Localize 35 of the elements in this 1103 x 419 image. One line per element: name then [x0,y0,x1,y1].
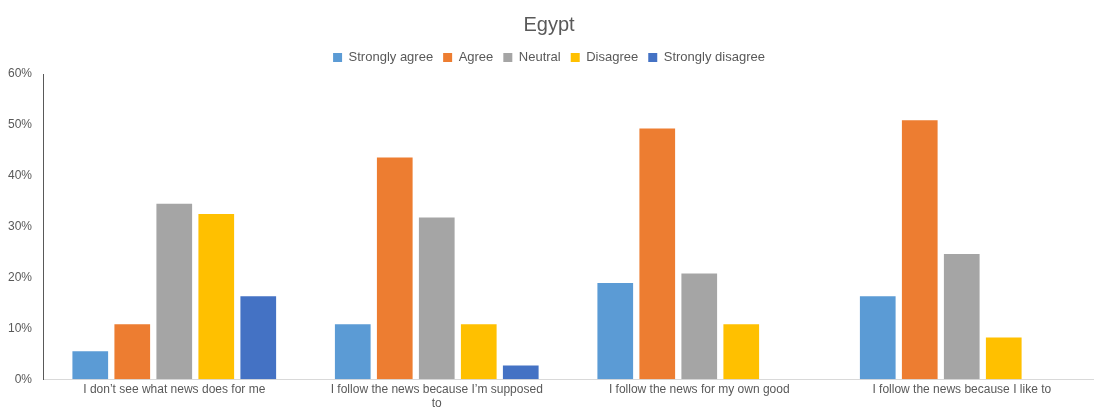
y-tick-label: 40% [7,168,33,183]
x-tick-label: I follow the news because I’m supposed to [330,381,543,411]
y-tick-label: 50% [7,117,33,132]
bar [198,213,235,380]
bar [502,365,539,380]
bar [901,120,938,380]
bar [597,283,634,380]
y-tick-label: 20% [7,269,33,284]
bar [985,337,1022,380]
bar [240,296,277,380]
bar [376,157,413,380]
bar [723,324,760,380]
bar [418,217,455,380]
bar [334,324,371,380]
bar [639,128,676,380]
bar [114,324,151,380]
x-tick-label: I don’t see what news does for me [83,381,266,396]
bar [156,203,193,380]
x-tick-label: I follow the news because I like to [872,381,1052,396]
legend-label: Agree [458,49,494,65]
y-tick-label: 60% [7,66,33,81]
legend-label: Strongly disagree [663,49,765,65]
bar [460,324,497,380]
bar [859,296,896,380]
legend-label: Neutral [518,49,561,65]
chart-title: Egypt [523,12,576,35]
y-tick-label: 30% [7,218,33,233]
y-tick-label: 10% [7,320,33,335]
x-tick-label: I follow the news for my own good [608,381,790,396]
y-tick-label: 0% [14,371,33,386]
bar [943,254,980,380]
legend-label: Disagree [586,49,639,65]
bar [72,351,109,380]
legend-label: Strongly agree [348,49,434,65]
bar [681,273,718,380]
